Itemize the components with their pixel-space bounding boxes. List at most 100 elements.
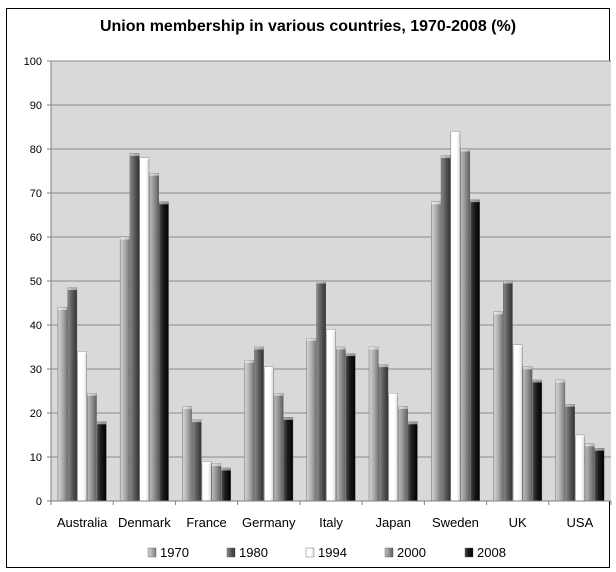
bar-top-highlight <box>441 155 451 159</box>
y-axis-ticks: 0 10 20 30 40 50 60 70 80 90 100 <box>24 56 51 508</box>
bar <box>460 148 471 502</box>
bar-top-highlight <box>211 463 221 467</box>
bar-1994-usa <box>575 434 585 502</box>
bar-1994-australia <box>77 351 87 502</box>
bar <box>67 287 78 502</box>
bar <box>191 419 202 502</box>
bar <box>244 360 254 502</box>
bar-top-highlight <box>326 329 336 332</box>
bar-2008-germany <box>283 417 294 502</box>
bar <box>368 346 379 502</box>
bar-1994-japan <box>388 393 399 502</box>
bar-1980-sweden <box>440 155 451 502</box>
bar <box>159 201 169 502</box>
bar-1980-germany <box>254 346 264 502</box>
bar-2008-sweden <box>470 199 480 502</box>
bar-1970-australia <box>57 307 68 502</box>
bar-top-highlight <box>67 287 77 291</box>
bar-1970-sweden <box>431 201 441 502</box>
legend: 1970 1980 1994 2000 2008 <box>147 545 506 560</box>
bar <box>584 443 595 502</box>
bar-top-highlight <box>273 393 284 396</box>
category-label: UK <box>509 515 527 530</box>
bar-top-highlight <box>431 201 441 205</box>
bar-top-highlight <box>575 435 585 438</box>
category-label: Sweden <box>432 515 479 530</box>
bar-1970-france <box>182 406 192 502</box>
bar-top-highlight <box>77 351 87 354</box>
bar-top-highlight <box>493 311 503 315</box>
bar <box>345 353 356 502</box>
bar <box>575 434 585 502</box>
bar-top-highlight <box>503 281 513 284</box>
bar-top-highlight <box>254 347 264 350</box>
bar-top-highlight <box>378 364 389 368</box>
bar-top-highlight <box>129 153 140 156</box>
legend-label-2000: 2000 <box>397 545 426 560</box>
bar-1970-italy <box>306 338 317 502</box>
bar-top-highlight <box>306 338 316 341</box>
bar <box>378 364 389 502</box>
bar-top-highlight <box>388 393 398 396</box>
bar <box>201 461 212 502</box>
bar-top-highlight <box>450 131 461 134</box>
y-tick-label: 90 <box>30 100 42 112</box>
bar-1970-uk <box>493 311 503 502</box>
bar-1994-germany <box>263 366 274 502</box>
bar-1980-japan <box>378 364 389 502</box>
bar <box>431 201 441 502</box>
y-tick-label: 100 <box>24 56 42 68</box>
bar <box>254 346 264 502</box>
y-tick-label: 70 <box>30 188 42 200</box>
bar <box>493 311 503 502</box>
bar-top-highlight <box>264 366 274 370</box>
y-tick-label: 30 <box>30 364 42 376</box>
category-labels: Australia Denmark France Germany Italy Japan S… <box>57 515 594 530</box>
bar-top-highlight <box>244 360 254 363</box>
bar-top-highlight <box>585 443 595 447</box>
bar-top-highlight <box>346 353 356 357</box>
bar <box>336 346 346 502</box>
legend-swatch-1980 <box>226 547 236 558</box>
category-label: Japan <box>376 515 411 530</box>
y-tick-label: 10 <box>30 452 42 464</box>
category-label: Germany <box>242 515 296 530</box>
bar <box>326 329 336 502</box>
bar <box>283 417 294 502</box>
bar-top-highlight <box>120 237 130 240</box>
bar-2008-uk <box>532 379 543 502</box>
bar <box>440 155 451 502</box>
category-label: France <box>186 515 226 530</box>
y-tick-label: 50 <box>30 276 42 288</box>
bars <box>57 131 605 502</box>
bar-top-highlight <box>97 421 107 425</box>
bar-1994-france <box>201 461 212 502</box>
bar-top-highlight <box>149 173 159 176</box>
bar-1994-denmark <box>139 157 150 502</box>
bar <box>263 366 274 502</box>
bar-2000-usa <box>584 443 595 502</box>
bar <box>532 379 543 502</box>
bar-top-highlight <box>470 199 480 203</box>
bar <box>470 199 480 502</box>
bar-2000-australia <box>87 393 97 502</box>
y-tick-label: 0 <box>36 496 42 508</box>
legend-swatch-2008 <box>464 547 474 558</box>
category-label: Australia <box>57 515 108 530</box>
bar <box>273 393 284 502</box>
bar <box>129 153 140 502</box>
bar-top-highlight <box>555 380 565 383</box>
y-tick-label: 60 <box>30 232 42 244</box>
y-tick-label: 80 <box>30 144 42 156</box>
bar-2008-denmark <box>159 201 169 502</box>
bar-1970-denmark <box>119 236 130 502</box>
bar-top-highlight <box>408 421 418 425</box>
bar-1994-uk <box>512 344 523 502</box>
bar <box>450 131 461 502</box>
bar-2000-france <box>211 463 222 502</box>
bar-2008-australia <box>96 421 107 502</box>
bar-top-highlight <box>57 307 68 310</box>
bar-top-highlight <box>532 380 542 383</box>
bar <box>565 404 575 502</box>
